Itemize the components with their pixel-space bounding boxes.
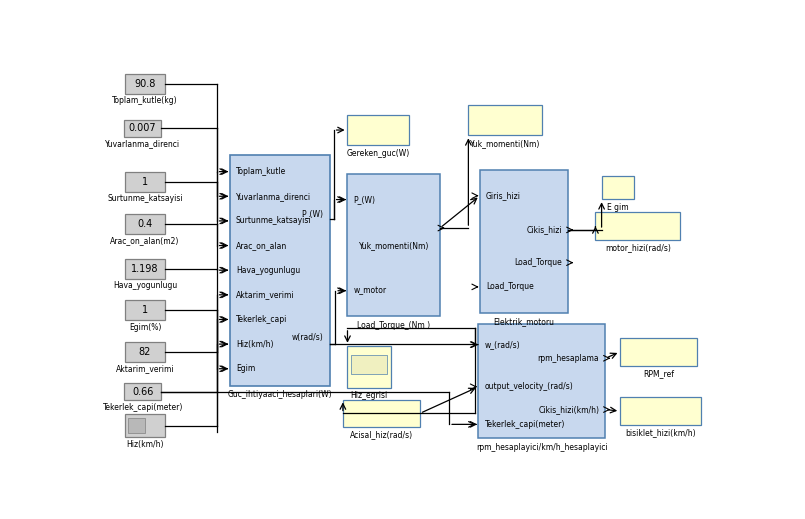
Text: Yuk_momenti(Nm): Yuk_momenti(Nm) (470, 139, 540, 147)
Bar (348, 174, 440, 317)
Bar (601, 176, 634, 199)
Bar (125, 414, 165, 438)
Text: Egim(%): Egim(%) (129, 323, 161, 332)
Text: w_(rad/s): w_(rad/s) (485, 340, 520, 349)
Text: rpm_hesaplayici/km/h_hesaplayici: rpm_hesaplayici/km/h_hesaplayici (476, 443, 608, 452)
Text: 82: 82 (138, 347, 151, 357)
Text: 90.8: 90.8 (134, 79, 155, 89)
Text: Arac_on_alan(m2): Arac_on_alan(m2) (110, 237, 180, 245)
Bar (480, 170, 568, 312)
Text: Egim: Egim (236, 364, 255, 373)
Text: P_(W): P_(W) (302, 209, 324, 217)
Text: Cikis_hizi: Cikis_hizi (526, 225, 563, 235)
Text: motor_hizi(rad/s): motor_hizi(rad/s) (605, 243, 671, 252)
Bar (478, 324, 605, 438)
Text: w(rad/s): w(rad/s) (292, 333, 324, 343)
Bar (125, 74, 165, 94)
Text: Load_Torque: Load_Torque (514, 258, 563, 267)
Text: Toplam_kutle(kg): Toplam_kutle(kg) (112, 97, 178, 105)
Bar (343, 400, 420, 427)
Text: w_motor: w_motor (353, 286, 386, 295)
Bar (348, 346, 390, 388)
Text: 1: 1 (142, 176, 148, 187)
Text: Acisal_hiz(rad/s): Acisal_hiz(rad/s) (350, 430, 413, 440)
Text: Load_Torque: Load_Torque (486, 282, 534, 291)
Bar (125, 300, 165, 320)
Bar (125, 342, 165, 362)
Text: Elektrik_motoru: Elektrik_motoru (493, 317, 555, 326)
Text: 1: 1 (142, 305, 148, 315)
Bar (620, 338, 697, 366)
Text: Hava_yogunlugu: Hava_yogunlugu (236, 266, 300, 275)
Text: Yuvarlanma_direnci: Yuvarlanma_direnci (105, 140, 180, 148)
Text: Aktarim_verimi: Aktarim_verimi (236, 290, 295, 299)
Text: Tekerlek_capi(meter): Tekerlek_capi(meter) (485, 420, 565, 429)
Text: Hiz(km/h): Hiz(km/h) (236, 339, 274, 349)
Text: Yuk_momenti(Nm): Yuk_momenti(Nm) (358, 241, 429, 250)
Text: Hava_yogunlugu: Hava_yogunlugu (113, 281, 177, 290)
Text: 0.007: 0.007 (129, 124, 156, 133)
Bar (351, 355, 386, 374)
Text: Surtunme_katsayisi: Surtunme_katsayisi (236, 216, 312, 225)
Text: Cikis_hizi(km/h): Cikis_hizi(km/h) (539, 405, 599, 414)
Text: Gereken_guc(W): Gereken_guc(W) (347, 148, 410, 158)
Bar (124, 120, 161, 137)
Text: P_(W): P_(W) (353, 195, 376, 204)
Bar (469, 105, 542, 135)
Text: Load_Torque_(Nm ): Load_Torque_(Nm ) (357, 321, 430, 330)
Text: Hiz_egrisi: Hiz_egrisi (350, 391, 388, 400)
Text: output_velocity_(rad/s): output_velocity_(rad/s) (485, 383, 573, 391)
Bar (128, 418, 145, 433)
Bar (596, 212, 680, 240)
Text: Toplam_kutle: Toplam_kutle (236, 167, 286, 176)
Text: Giris_hizi: Giris_hizi (486, 191, 521, 200)
Text: Hiz(km/h): Hiz(km/h) (126, 440, 163, 449)
Text: RPM_ref: RPM_ref (643, 369, 674, 378)
Text: Aktarim_verimi: Aktarim_verimi (116, 364, 175, 373)
Text: E gim: E gim (607, 202, 629, 212)
Bar (124, 384, 161, 400)
Text: 0.4: 0.4 (138, 219, 153, 229)
Bar (125, 258, 165, 279)
Text: 1.198: 1.198 (131, 264, 159, 274)
Text: rpm_hesaplama: rpm_hesaplama (538, 354, 599, 363)
Text: 0.66: 0.66 (132, 387, 154, 397)
Text: Tekerlek_capi: Tekerlek_capi (236, 315, 287, 324)
Text: Guc_ihtiyaaci_hesaplari(W): Guc_ihtiyaaci_hesaplari(W) (228, 390, 332, 400)
Bar (620, 397, 701, 425)
Text: Tekerlek_capi(meter): Tekerlek_capi(meter) (102, 403, 183, 412)
Text: Arac_on_alan: Arac_on_alan (236, 241, 287, 250)
Bar (125, 172, 165, 192)
Bar (348, 115, 409, 145)
Bar (125, 214, 165, 234)
Text: bisiklet_hizi(km/h): bisiklet_hizi(km/h) (625, 428, 696, 437)
Text: Surtunme_katsayisi: Surtunme_katsayisi (107, 194, 183, 203)
Text: Yuvarlanma_direnci: Yuvarlanma_direnci (236, 192, 311, 201)
Bar (229, 155, 330, 386)
